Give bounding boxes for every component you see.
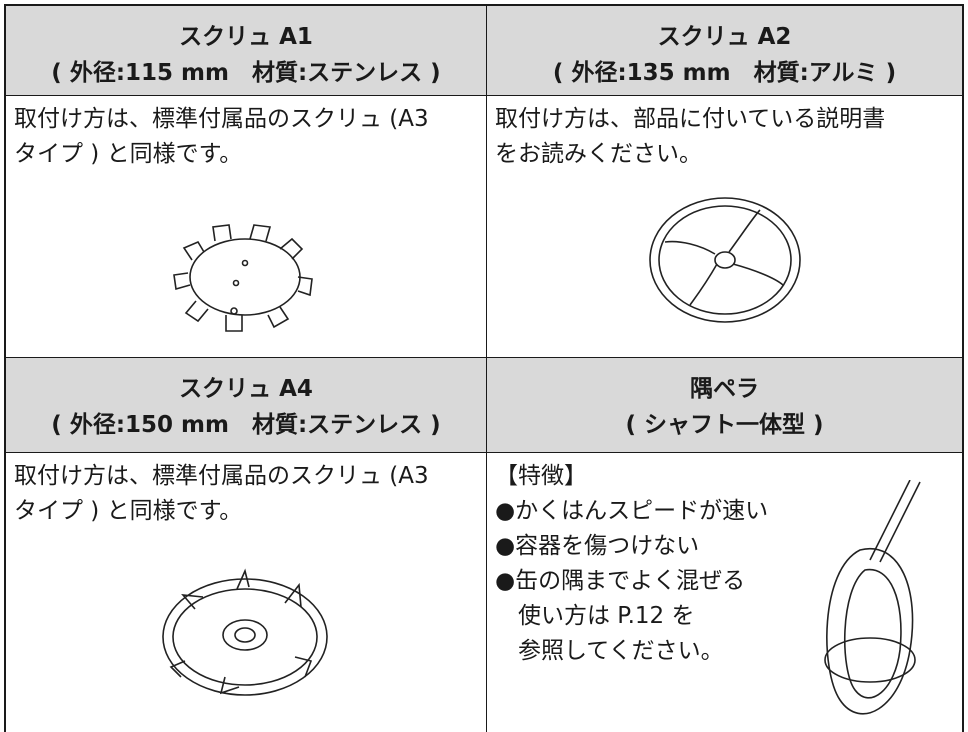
text-line: スクリュ A1: [179, 24, 313, 50]
rule: [962, 4, 964, 732]
text-line: 【特徴】: [495, 463, 587, 489]
text-line: スクリュ A4: [179, 376, 313, 402]
corner-paddle-illustration: [824, 480, 921, 715]
text-line: ●缶の隅までよく混ぜる: [495, 568, 746, 594]
header-cell: スクリュ A1 ( 外径:115 mm 材質:ステンレス ): [6, 5, 486, 96]
body-cell: 【特徴】 ●かくはんスピードが速い ●容器を傷つけない ●缶の隅までよく混ぜる 使い方…: [487, 453, 962, 732]
body-cell: 取付け方は、部品に付いている説明書 をお読みください。: [487, 96, 962, 357]
text-line: ( 外径:115 mm 材質:ステンレス ): [51, 60, 441, 86]
text-line: 取付け方は、部品に付いている説明書: [495, 106, 886, 132]
rule: [5, 95, 963, 96]
header-cell: 隅ペラ ( シャフト一体型 ): [487, 357, 962, 453]
rule: [486, 4, 487, 732]
rule: [5, 357, 963, 358]
rule: [5, 452, 963, 453]
body-cell: 取付け方は、標準付属品のスクリュ (A3 タイプ ) と同様です。: [6, 96, 486, 357]
header-cell: スクリュ A2 ( 外径:135 mm 材質:アルミ ): [487, 5, 962, 96]
text-line: ( 外径:135 mm 材質:アルミ ): [552, 60, 897, 86]
text-line: ( シャフト一体型 ): [625, 412, 824, 438]
text-line: タイプ ) と同様です。: [14, 498, 243, 524]
screw-a4-illustration: [162, 568, 328, 696]
text-line: をお読みください。: [495, 141, 702, 167]
text-line: 取付け方は、標準付属品のスクリュ (A3: [14, 106, 429, 132]
body-cell: 取付け方は、標準付属品のスクリュ (A3 タイプ ) と同様です。: [6, 453, 486, 732]
rule: [5, 4, 963, 6]
text-line: ( 外径:150 mm 材質:ステンレス ): [51, 412, 441, 438]
text-line: 参照してください。: [495, 638, 724, 664]
screw-a2-illustration: [649, 197, 801, 323]
header-cell: スクリュ A4 ( 外径:150 mm 材質:ステンレス ): [6, 357, 486, 453]
text-line: ●容器を傷つけない: [495, 533, 700, 559]
text-line: タイプ ) と同様です。: [14, 141, 243, 167]
text-line: 隅ペラ: [690, 376, 759, 402]
text-line: 使い方は P.12 を: [495, 603, 695, 629]
text-line: 取付け方は、標準付属品のスクリュ (A3: [14, 463, 429, 489]
screw-a1-illustration: [173, 224, 313, 332]
rule: [4, 4, 6, 732]
text-line: ●かくはんスピードが速い: [495, 498, 769, 524]
text-line: スクリュ A2: [657, 24, 792, 50]
